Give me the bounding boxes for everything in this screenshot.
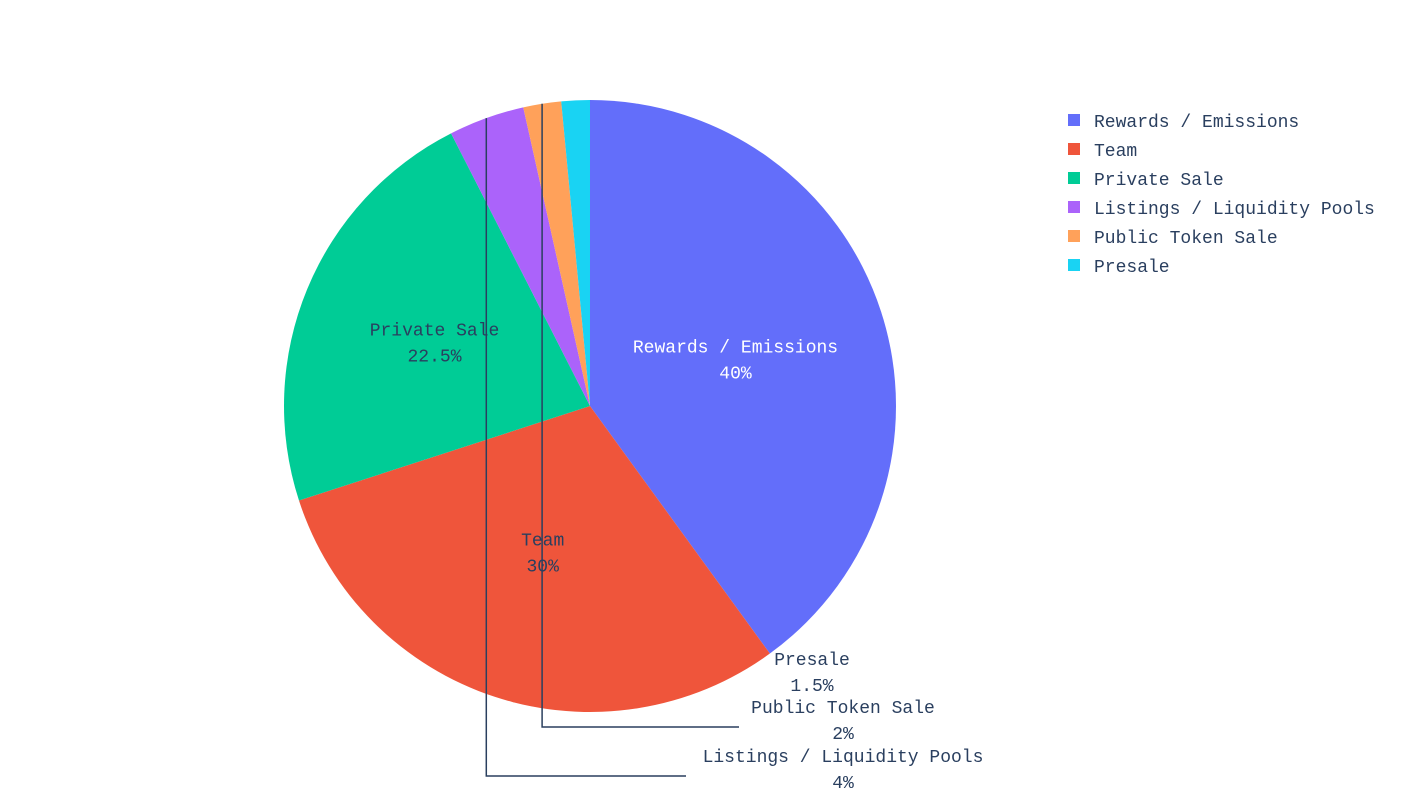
slice-label-public-token-sale: Public Token Sale	[751, 699, 935, 719]
legend-swatch	[1068, 201, 1080, 213]
pie-slice-rewards-emissions[interactable]	[590, 100, 896, 654]
legend-swatch	[1068, 172, 1080, 184]
legend-item-public-token-sale[interactable]: Public Token Sale	[1068, 229, 1278, 249]
leader-line-public-token-sale	[541, 103, 739, 728]
pie-slices	[284, 100, 896, 712]
slice-label-presale: Presale	[774, 651, 850, 671]
legend-label: Rewards / Emissions	[1094, 113, 1299, 133]
slice-percent-public-token-sale: 2%	[832, 725, 854, 745]
slice-percent-team: 30%	[526, 558, 559, 578]
legend-item-presale[interactable]: Presale	[1068, 258, 1170, 278]
slice-label-private-sale: Private Sale	[370, 322, 500, 342]
slice-percent-private-sale: 22.5%	[407, 348, 461, 368]
legend-label: Presale	[1094, 258, 1170, 278]
legend-swatch	[1068, 230, 1080, 242]
legend-item-listings-liquidity-pools[interactable]: Listings / Liquidity Pools	[1068, 200, 1375, 220]
legend-label: Private Sale	[1094, 171, 1224, 191]
pie-slice-team[interactable]	[298, 406, 770, 712]
legend-swatch	[1068, 259, 1080, 271]
legend-label: Team	[1094, 142, 1137, 162]
legend-item-private-sale[interactable]: Private Sale	[1068, 171, 1224, 191]
leader-line-listings-liquidity-pools	[485, 118, 686, 777]
slice-percent-rewards-emissions: 40%	[719, 365, 752, 385]
pie-slice-private-sale[interactable]	[284, 133, 590, 501]
slice-label-rewards-emissions: Rewards / Emissions	[633, 339, 838, 359]
legend-label: Public Token Sale	[1094, 229, 1278, 249]
legend-swatch	[1068, 114, 1080, 126]
slice-percent-listings-liquidity-pools: 4%	[832, 774, 854, 794]
legend-item-team[interactable]: Team	[1068, 142, 1137, 162]
legend-item-rewards-emissions[interactable]: Rewards / Emissions	[1068, 113, 1299, 133]
legend-swatch	[1068, 143, 1080, 155]
pie-slice-presale[interactable]	[561, 100, 590, 406]
slice-labels: Rewards / Emissions 40% Team 30% Private Sal…	[370, 322, 984, 794]
pie-slice-public-token-sale[interactable]	[523, 101, 590, 407]
slice-percent-presale: 1.5%	[790, 677, 833, 697]
slice-label-listings-liquidity-pools: Listings / Liquidity Pools	[703, 748, 984, 768]
leader-lines	[485, 103, 739, 777]
slice-label-team: Team	[521, 532, 564, 552]
legend-label: Listings / Liquidity Pools	[1094, 200, 1375, 220]
legend[interactable]: Rewards / Emissions Team Private Sale Listi…	[1068, 113, 1375, 278]
